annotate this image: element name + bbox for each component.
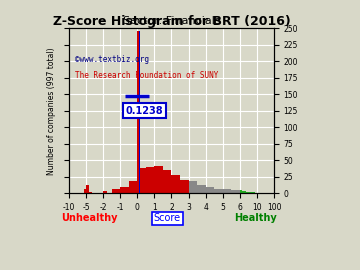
Bar <box>112 189 120 193</box>
Bar <box>103 191 107 193</box>
Bar <box>120 187 129 193</box>
Bar <box>253 192 255 193</box>
Title: Z-Score Histogram for BRT (2016): Z-Score Histogram for BRT (2016) <box>53 15 290 28</box>
Bar <box>246 192 248 193</box>
Bar <box>84 189 86 193</box>
Text: The Research Foundation of SUNY: The Research Foundation of SUNY <box>75 71 219 80</box>
Y-axis label: Number of companies (997 total): Number of companies (997 total) <box>48 47 57 174</box>
Bar <box>89 192 92 193</box>
Bar <box>163 170 171 193</box>
Text: 0.1238: 0.1238 <box>126 106 163 116</box>
Text: Healthy: Healthy <box>234 214 277 224</box>
Bar <box>189 181 197 193</box>
Text: ©www.textbiz.org: ©www.textbiz.org <box>75 55 149 63</box>
Text: Score: Score <box>154 214 181 224</box>
Bar <box>180 180 189 193</box>
Bar <box>139 31 140 193</box>
Bar <box>206 187 214 193</box>
Bar <box>137 31 139 193</box>
Text: Unhealthy: Unhealthy <box>61 214 118 224</box>
Bar <box>146 167 154 193</box>
Bar <box>244 191 246 193</box>
Bar <box>197 185 206 193</box>
Bar <box>223 189 231 193</box>
Text: Sector: Financials: Sector: Financials <box>123 16 220 26</box>
Bar <box>171 175 180 193</box>
Bar <box>248 192 251 193</box>
Bar <box>139 168 146 193</box>
Bar <box>214 189 223 193</box>
Bar <box>86 185 89 193</box>
Bar <box>251 192 253 193</box>
Bar <box>231 190 240 193</box>
Bar <box>242 191 244 193</box>
Bar <box>129 181 137 193</box>
Bar <box>154 166 163 193</box>
Bar <box>240 190 242 193</box>
